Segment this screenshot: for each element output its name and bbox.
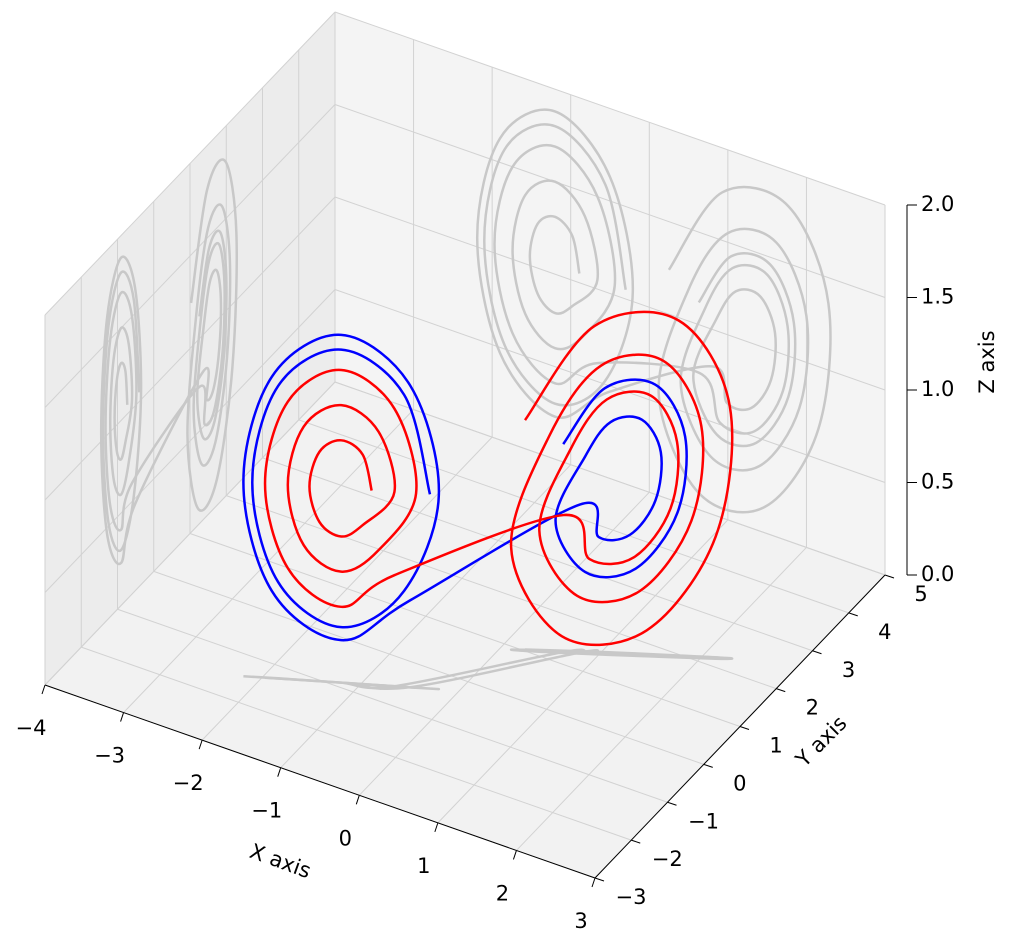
y-tick [776,688,786,693]
grid-line [262,457,813,652]
y-tick [884,574,895,579]
z-tick-label: 1.0 [921,377,954,401]
grid-line [334,196,886,391]
z-tick-label: 0.5 [921,470,954,494]
z-tick-label: 2.0 [921,192,954,216]
x-tick-label: 1 [417,854,430,878]
y-tick-label: −3 [616,885,647,909]
grid-line [334,11,886,206]
y-axis-line [594,574,886,879]
y-tick [812,650,822,655]
x-tick-label: 0 [339,826,352,850]
grid-line [189,533,741,727]
x-axis-line [44,684,596,879]
x-axis-label: X axis [247,839,315,883]
y-axis-label: Y axis [790,711,851,772]
trajectory [263,310,734,647]
x-tick [198,739,203,750]
x-tick [277,767,282,777]
grid-line [44,196,336,501]
x-tick-label: −2 [173,771,204,795]
grid-line [44,104,336,408]
grid-line [44,381,336,686]
floor-projection [264,648,734,690]
y-tick-label: −1 [688,809,719,833]
y-tick-label: 0 [733,771,746,795]
y-tick [703,763,713,768]
trajectory [242,333,688,642]
x-tick [41,684,46,695]
y-tick [848,612,858,617]
y-tick-label: 4 [878,620,891,644]
z-axis-label: Z axis [975,330,999,393]
y-tick [667,801,677,806]
y-tick-label: 1 [769,734,782,758]
x-tick-label: −4 [16,716,47,740]
x-tick [355,795,360,805]
grid-line [334,381,886,576]
y-tick-label: 2 [806,696,819,720]
y-tick [739,726,750,730]
y-tick [594,877,605,882]
x-tick [434,822,439,833]
grid-line [153,570,704,765]
back-wall-projection [493,144,832,514]
x-tick [120,712,125,722]
grid-line [44,11,336,316]
y-tick [631,839,641,844]
y-tick-label: −2 [652,847,683,871]
left-wall-projection [99,229,228,566]
x-tick-label: −1 [251,799,282,823]
grid-line [44,289,336,593]
grid-line [81,646,632,841]
x-tick-label: −3 [94,744,125,768]
x-tick-label: 2 [496,881,509,905]
z-tick-label: 0.0 [921,562,954,586]
y-tick-label: 3 [842,658,855,682]
z-tick-label: 1.5 [921,285,954,309]
x-tick [591,877,596,888]
y-tick-label: 5 [914,582,927,606]
grid-line [117,608,668,803]
back-wall-projection [475,108,797,448]
left-wall-projection [104,158,238,532]
x-tick [512,850,517,860]
x-tick-label: 3 [574,909,587,933]
